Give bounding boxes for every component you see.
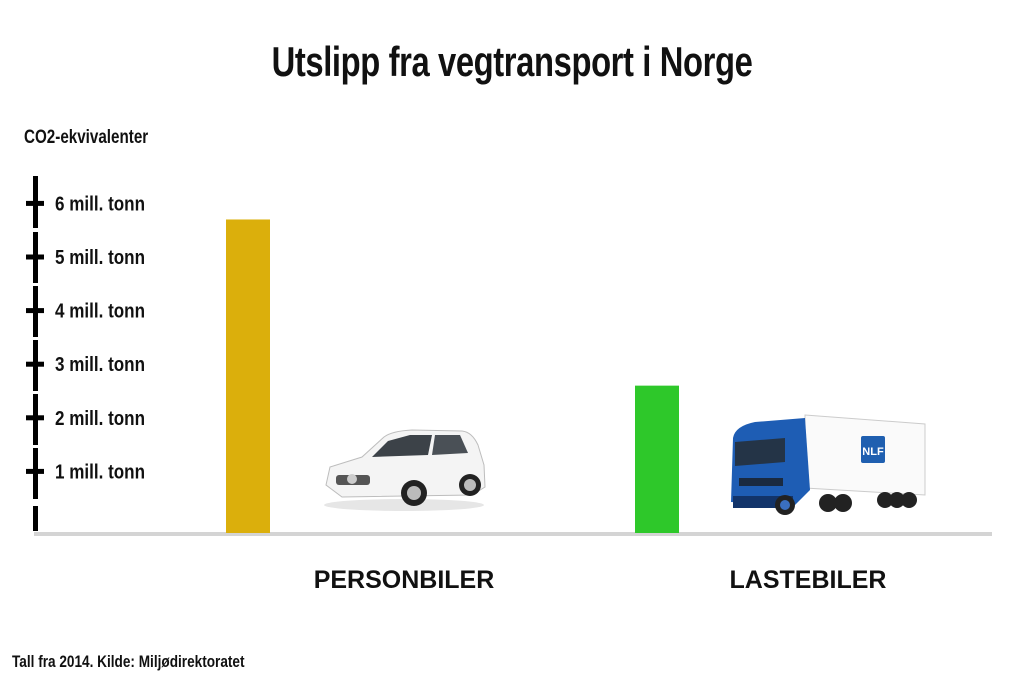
y-tick [26,361,44,367]
source-note: Tall fra 2014. Kilde: Miljødirektoratet [12,652,245,671]
bars [226,219,679,534]
y-tick-label: 3 mill. tonn [55,354,145,376]
category-label-lastebiler: LASTEBILER [729,566,887,594]
car-icon [324,429,486,511]
bar-personbiler [226,219,270,534]
chart-title: Utslipp fra vegtransport i Norge [271,38,753,85]
truck-icon: NLF [731,414,926,515]
y-tick [26,254,44,260]
bar-lastebiler [635,385,679,533]
y-tick [26,468,44,474]
y-tick-label: 2 mill. tonn [55,408,145,430]
y-axis: 6 mill. tonn 5 mill. tonn 4 mill. tonn 3 mi… [26,176,145,531]
y-tick [26,308,44,314]
y-axis-label: CO2-ekvivalenter [24,127,149,148]
y-tick-label: 6 mill. tonn [55,193,145,215]
truck-logo: NLF [862,446,884,458]
y-tick-label: 4 mill. tonn [55,301,145,323]
axis-segment [33,506,38,531]
category-label-personbiler: PERSONBILER [313,566,495,594]
y-tick [26,200,44,206]
y-tick-label: 5 mill. tonn [55,247,145,269]
y-tick [26,415,44,421]
y-tick-label: 1 mill. tonn [55,461,145,483]
